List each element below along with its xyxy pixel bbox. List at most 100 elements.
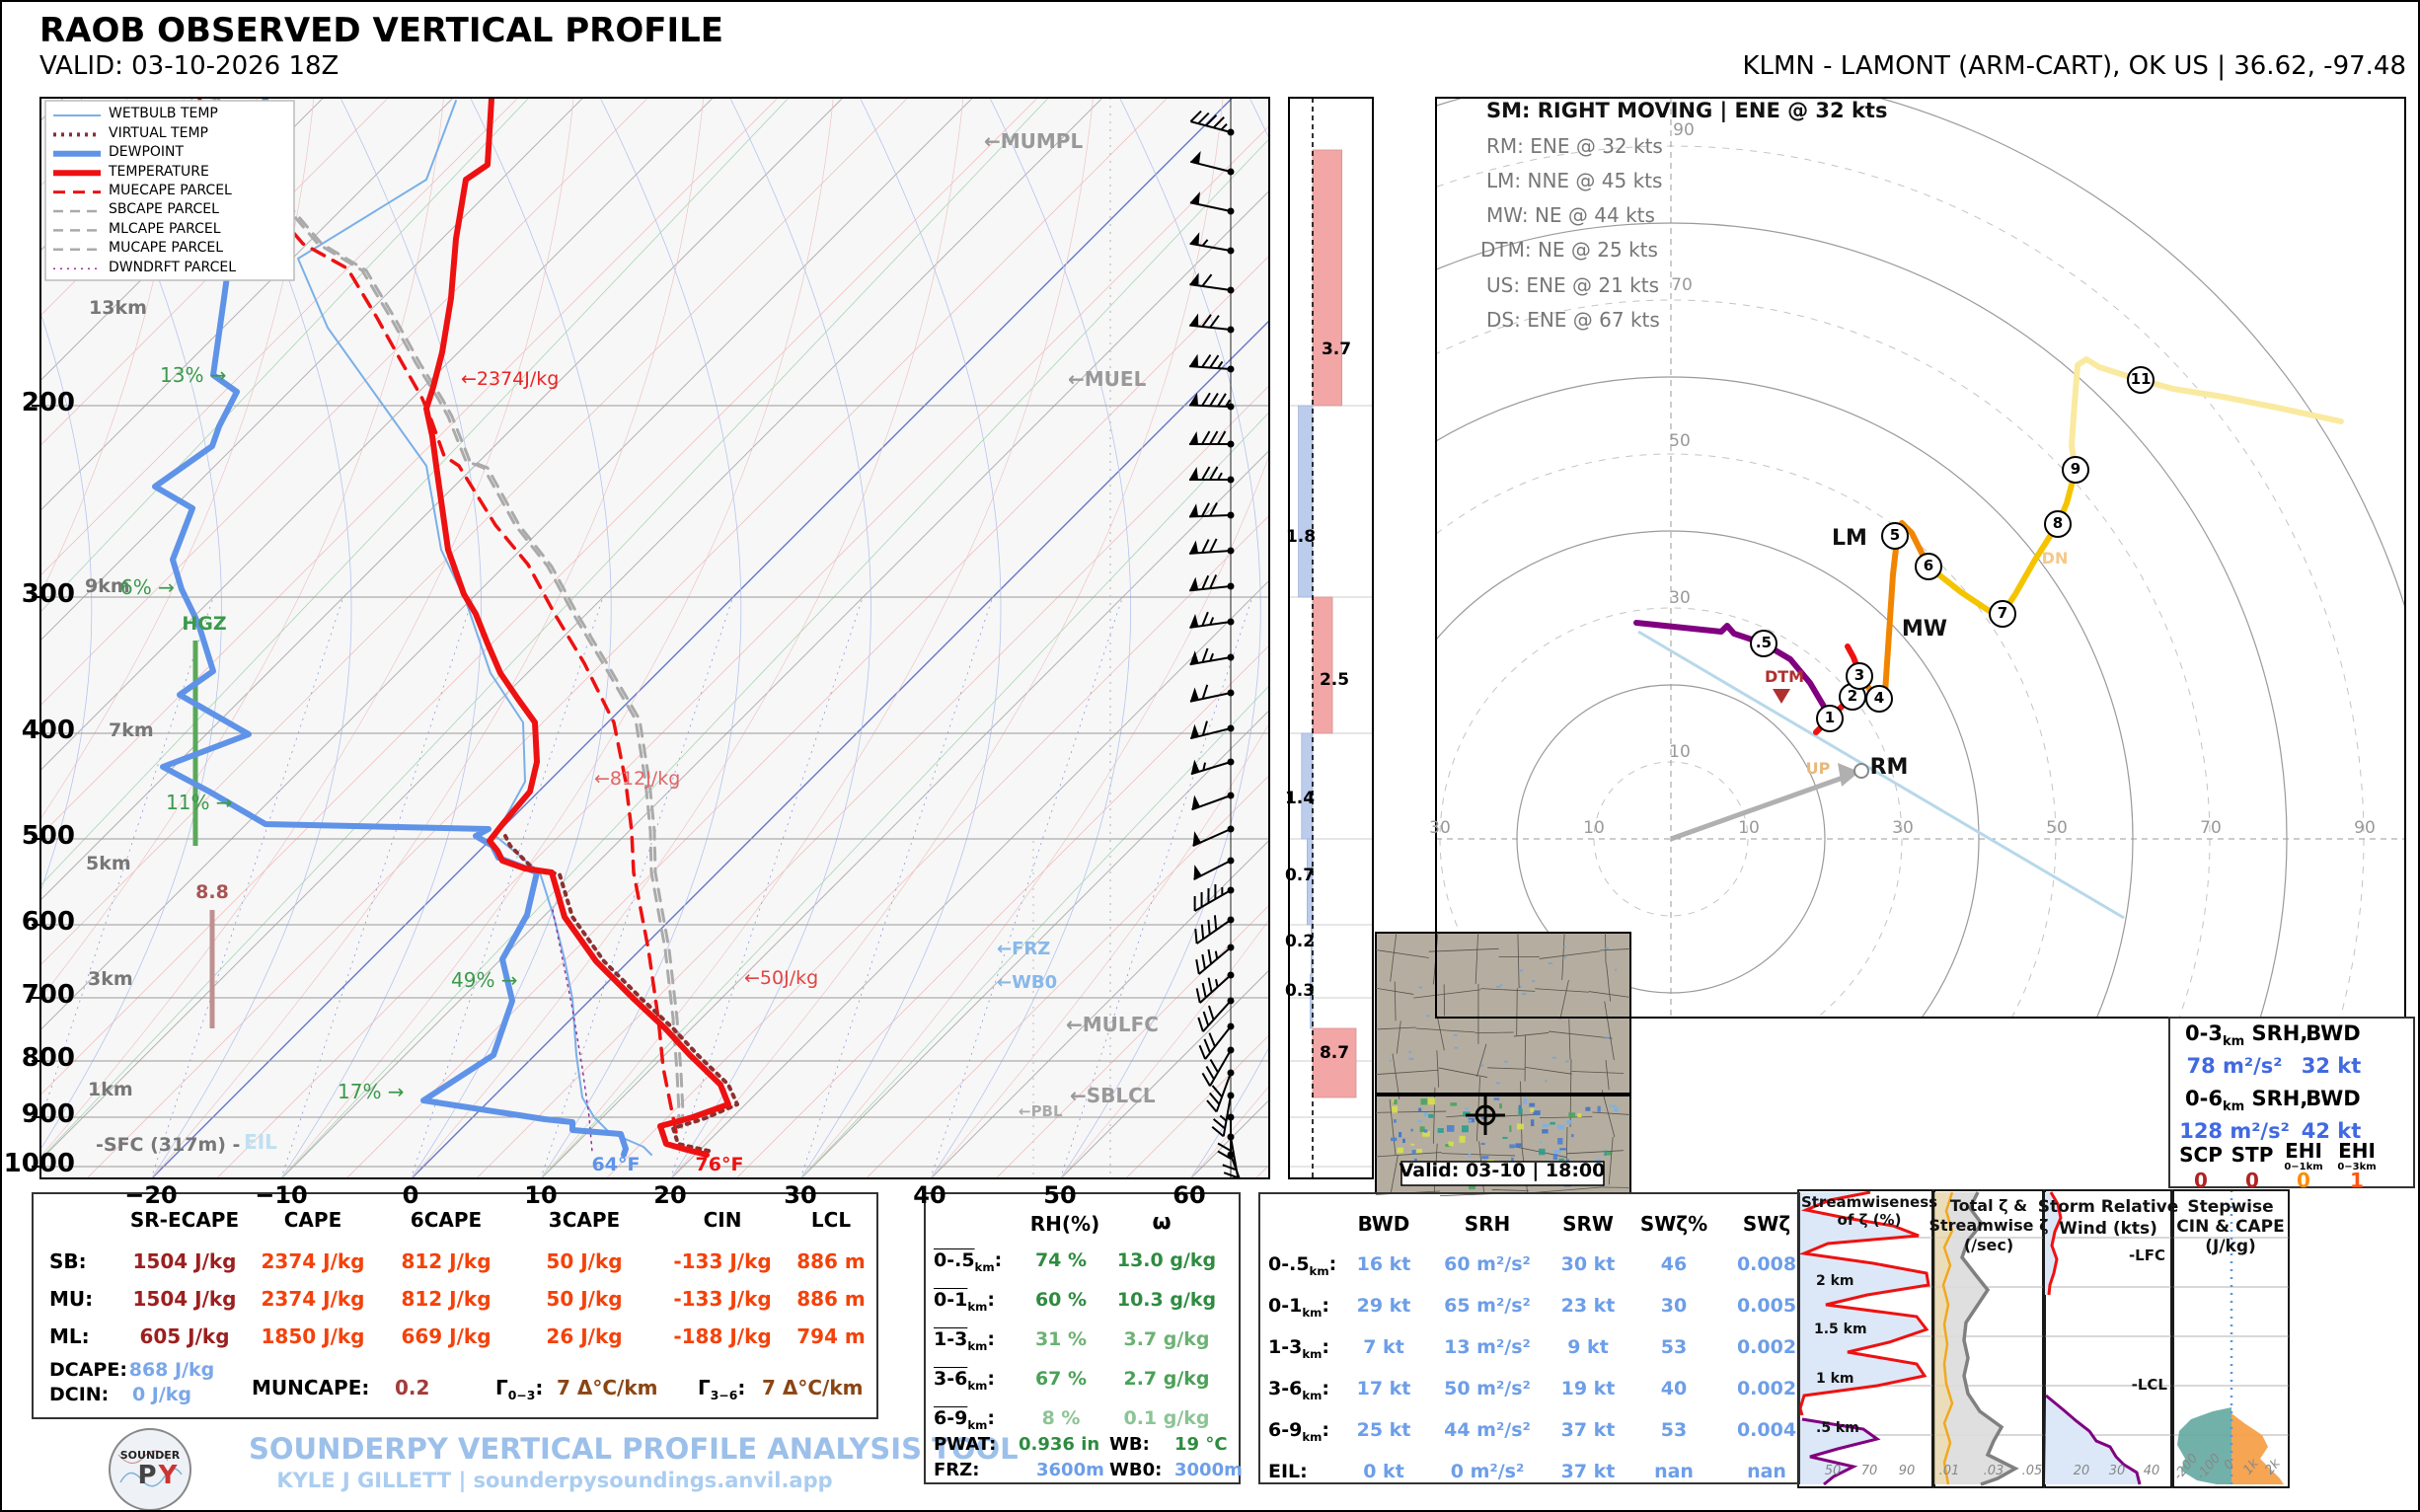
stp-value: 0 xyxy=(2245,1168,2259,1192)
kin-header: SWζ xyxy=(1742,1211,1791,1236)
kin-row-label: 3-6km: xyxy=(1268,1378,1330,1403)
hodo-ring-tick: 50 xyxy=(2046,818,2068,839)
panel3-title2: Wind (kts) xyxy=(2059,1219,2157,1240)
panel1-title: Streamwiseness xyxy=(1800,1192,1938,1211)
storm-motion-us: US: ENE @ 21 kts xyxy=(1486,272,1660,297)
rh-row-label: 6-9km: xyxy=(934,1407,996,1433)
station-title: KLMN - LAMONT (ARM-CART), OK US | 36.62,… xyxy=(1742,51,2406,81)
legend-item: DWNDRFT PARCEL xyxy=(109,259,236,275)
thermo-value: 812 J/kg xyxy=(401,1286,492,1311)
hodo-ring-tick: 90 xyxy=(1673,120,1695,141)
bwd-0-6-label: BWD xyxy=(2306,1086,2361,1110)
wind-barb xyxy=(1194,915,1235,945)
wind-barb xyxy=(1189,110,1235,136)
logo-text-sounder: SOUNDER xyxy=(119,1449,181,1463)
panel1-xtick: 90 xyxy=(1898,1463,1916,1478)
thermo-value: 886 m xyxy=(796,1248,866,1273)
storm-motion-dtm: DTM: NE @ 25 kts xyxy=(1480,237,1658,262)
panel3-lcl: -LCL xyxy=(2131,1375,2167,1394)
muncape-value: 0.2 xyxy=(395,1375,430,1399)
temp-tick: 40 xyxy=(913,1181,946,1210)
thermo-value: 1504 J/kg xyxy=(132,1286,237,1311)
kin-value: 17 kt xyxy=(1356,1378,1411,1400)
panel1-xtick: 70 xyxy=(1860,1463,1878,1478)
pressure-tick-900: 900 xyxy=(21,1098,75,1129)
wind-barb xyxy=(1193,884,1235,912)
kin-value: 7 kt xyxy=(1363,1336,1404,1359)
logo-text-p: P xyxy=(137,1460,157,1490)
panel2-xtick: .05 xyxy=(2021,1463,2043,1478)
sr-wind-lower-curve xyxy=(2045,1394,2142,1485)
mixing-ratio-value: 10.3 g/kg xyxy=(1116,1289,1217,1312)
height-label-7km: 7km xyxy=(109,719,154,742)
streamwiseness-curve xyxy=(1798,1191,1930,1416)
kin-value: 60 m²/s² xyxy=(1444,1253,1531,1276)
pressure-tick-300: 300 xyxy=(21,578,75,609)
rh-arrow-49: 49% → xyxy=(451,967,518,992)
kin-value: nan xyxy=(1654,1461,1694,1483)
hodograph-frame xyxy=(1435,97,2406,1019)
stp-header: STP xyxy=(2231,1142,2274,1167)
mlcape-parcel-trace xyxy=(216,98,685,1136)
storm-motion-arrow xyxy=(1670,774,1847,842)
wind-barb xyxy=(1189,466,1235,484)
cape-annotation: ←2374J/kg xyxy=(461,368,560,391)
rm-marker xyxy=(1853,763,1869,779)
ehi1-header: EHI xyxy=(2285,1138,2322,1163)
panel3-xtick: 30 xyxy=(2108,1463,2126,1478)
muncape-label: MUNCAPE: xyxy=(252,1375,370,1399)
thermo-header: LCL xyxy=(810,1207,852,1232)
height-label-9km: 9km xyxy=(85,575,130,598)
radar-map-inset xyxy=(1375,932,1631,1196)
panel1-ylabel: .5 km xyxy=(1816,1420,1859,1437)
panel4-title: Stepwise xyxy=(2187,1197,2274,1218)
surface-dewpoint-f: 64°F xyxy=(591,1154,641,1176)
mixing-ratio-value: 13.0 g/kg xyxy=(1116,1249,1217,1272)
wb-label: WB: xyxy=(1109,1433,1150,1455)
stepwise-cape-fill xyxy=(2231,1413,2284,1484)
panel4-title2: CIN & CAPE xyxy=(2176,1217,2285,1238)
sblcl-label: ←SBLCL xyxy=(1070,1083,1156,1107)
kin-row-label: 6-9km: xyxy=(1268,1419,1330,1445)
height-label-13km: 13km xyxy=(89,297,147,320)
thermo-value: 26 J/kg xyxy=(546,1323,623,1348)
surface-temp-f: 76°F xyxy=(695,1154,744,1176)
streamwiseness-low-curve xyxy=(1801,1417,1881,1486)
hgz-label: HGZ xyxy=(182,613,227,636)
stepwise-cin-fill xyxy=(2177,1407,2231,1484)
temp-tick: −20 xyxy=(124,1181,178,1210)
pressure-tick-700: 700 xyxy=(21,979,75,1010)
kin-row-label: 1-3km: xyxy=(1268,1336,1330,1362)
cape6-annotation: ←812J/kg xyxy=(594,768,681,791)
pbl-label: ←PBL xyxy=(1019,1101,1063,1120)
omega-val: 0.2 xyxy=(1284,932,1316,952)
wind-barb xyxy=(1189,232,1235,255)
page-title: RAOB OBSERVED VERTICAL PROFILE xyxy=(39,11,724,50)
lapse-0-3-label: Γ0−3: xyxy=(495,1375,544,1402)
kin-value: 0.004 xyxy=(1736,1419,1797,1442)
kin-header: SWζ% xyxy=(1639,1211,1708,1236)
hodo-0-1km xyxy=(1633,620,1833,721)
kin-value: 30 xyxy=(1660,1295,1688,1318)
kin-value: 16 kt xyxy=(1356,1253,1411,1276)
wind-barb xyxy=(1190,151,1235,176)
thermo-value: 605 J/kg xyxy=(139,1323,230,1348)
kin-value: 30 kt xyxy=(1560,1253,1616,1276)
kin-value: 37 kt xyxy=(1560,1461,1616,1483)
dtm-marker xyxy=(1773,689,1790,704)
dcin-value: 0 J/kg xyxy=(131,1384,192,1406)
thermo-table-box xyxy=(32,1192,878,1419)
hodo-height-marker xyxy=(1846,662,1873,690)
muel-label: ←MUEL xyxy=(1068,366,1147,391)
kin-row-label: 0-.5km: xyxy=(1268,1253,1337,1279)
thermo-value: 50 J/kg xyxy=(546,1286,623,1311)
height-label-3km: 3km xyxy=(88,968,133,991)
omega-header: ω xyxy=(1152,1210,1172,1236)
kin-value: 46 xyxy=(1660,1253,1688,1276)
hodo-ring-tick: 30 xyxy=(1429,818,1451,839)
mixing-ratio-value: 3.7 g/kg xyxy=(1123,1328,1210,1351)
kin-header: SRH xyxy=(1464,1211,1511,1236)
surface-label: -SFC (317m) - xyxy=(96,1134,241,1157)
hodo-height-marker-label: 2 xyxy=(1847,686,1858,705)
wind-barb xyxy=(1189,684,1235,703)
